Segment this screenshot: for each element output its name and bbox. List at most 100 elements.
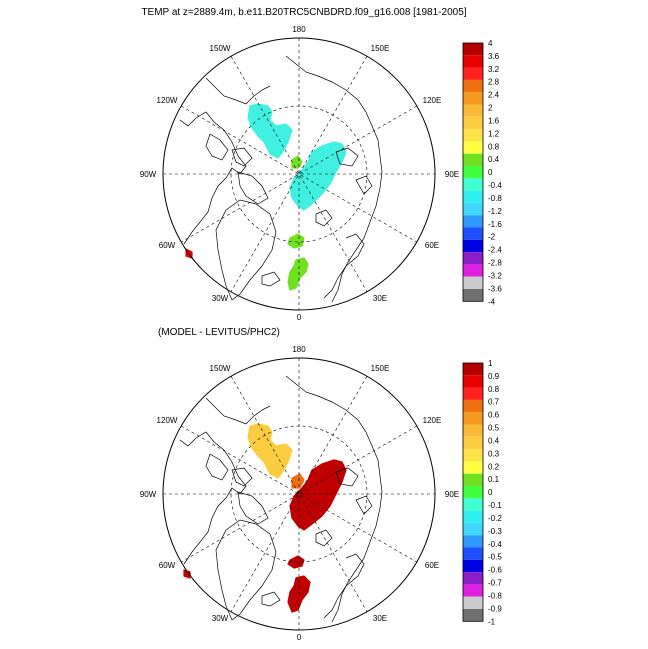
bottom-lon-labels: 180 150E 120E 90E 60E 30E 0 30W 60W 90W … — [140, 345, 459, 642]
top-colorbar-label: -2.4 — [488, 246, 502, 255]
bottom-colorbar-label: 1 — [488, 359, 493, 368]
bottom-colorbar-label: -0.1 — [488, 501, 502, 510]
bottom-lon-label-150e: 150E — [371, 364, 390, 373]
top-colorbar-swatch — [463, 166, 483, 179]
bottom-coastline-archipelago — [205, 453, 269, 525]
bottom-colorbar-label: -0.9 — [488, 604, 502, 613]
top-lon-label-30w: 30W — [212, 294, 229, 303]
top-colorbar-swatch — [463, 79, 483, 93]
bottom-colorbar-label: 0.9 — [488, 372, 500, 381]
top-colorbar-swatch — [463, 215, 483, 228]
bottom-colorbar-swatch — [463, 559, 483, 573]
bottom-colorbar-label: 0 — [488, 488, 493, 497]
top-colorbar-swatch — [463, 239, 483, 253]
bottom-coastline-iceland — [261, 591, 281, 607]
bottom-colorbar-label: 0.3 — [488, 449, 500, 458]
bottom-colorbar-swatch — [463, 486, 483, 499]
top-colorbar-swatch — [463, 178, 483, 191]
bottom-colorbar-swatch — [463, 363, 483, 376]
top-panel: TEMP at z=2889.4m, b.e11.B20TRC5CNBDRD.f… — [140, 7, 503, 322]
bottom-colorbar-swatch — [463, 522, 483, 536]
bottom-colorbar-label: -0.5 — [488, 553, 502, 562]
top-colorbar-label: 2.4 — [488, 91, 500, 100]
top-colorbar: 4 3.6 3.2 2.8 2.4 2 1.6 1.2 0.8 0.4 0 -0.4 -0.8 -1.2 -… — [462, 39, 502, 306]
top-colorbar-label: -3.2 — [488, 272, 502, 281]
top-colorbar-label: -0.4 — [488, 181, 502, 190]
bottom-colorbar-swatch — [463, 449, 483, 462]
top-map — [162, 37, 436, 311]
bottom-map — [162, 357, 436, 631]
top-colorbar-swatch — [463, 67, 483, 80]
top-colorbar-label: 1.2 — [488, 129, 500, 138]
bottom-lon-label-30w: 30W — [212, 614, 229, 623]
bottom-colorbar-swatch — [463, 535, 483, 548]
top-lon-label-120e: 120E — [423, 96, 442, 105]
top-lon-label-60w: 60W — [159, 241, 176, 250]
top-colorbar-swatch — [463, 129, 483, 142]
top-colorbar-swatch — [463, 264, 483, 277]
top-lon-labels: 180 150E 120E 90E 60E 30E 0 30W 60W 90W … — [140, 25, 459, 322]
bottom-colorbar-swatch — [463, 412, 483, 425]
top-colorbar-swatch — [463, 92, 483, 105]
top-field-green-atlantic — [287, 257, 309, 291]
top-colorbar-label: 3.6 — [488, 52, 500, 61]
top-lon-label-30e: 30E — [373, 294, 387, 303]
top-coastline-greenland — [215, 199, 277, 301]
top-colorbar-swatch — [463, 252, 483, 265]
bottom-field-darkred-eurasian — [289, 459, 347, 531]
top-coastline-svalbard — [315, 209, 333, 227]
top-lon-label-180: 180 — [292, 25, 306, 34]
top-lon-label-90e: 90E — [445, 170, 459, 179]
bottom-lon-label-90w: 90W — [140, 490, 157, 499]
bottom-colorbar-label: -0.8 — [488, 592, 502, 601]
top-colorbar-label: -2 — [488, 233, 496, 242]
top-lon-label-60e: 60E — [425, 241, 439, 250]
top-colorbar-swatch — [463, 43, 483, 56]
top-colorbar-label: -1.6 — [488, 220, 502, 229]
bottom-coastline-eurasia — [285, 375, 383, 623]
top-colorbar-label: 1.6 — [488, 117, 500, 126]
bottom-colorbar-swatch — [463, 399, 483, 413]
top-field-green-mid — [287, 233, 305, 249]
bottom-coastline-north-america — [179, 431, 247, 565]
bottom-panel-title: (MODEL - LEVITUS/PHC2) — [158, 327, 280, 338]
top-panel-title: TEMP at z=2889.4m, b.e11.B20TRC5CNBDRD.f… — [141, 7, 466, 18]
bottom-data-fields — [183, 423, 347, 613]
bottom-colorbar-label: -0.2 — [488, 514, 502, 523]
bottom-coastline-svalbard — [315, 529, 333, 547]
top-colorbar-frame — [462, 42, 484, 302]
top-coastline-eurasia — [285, 55, 383, 303]
top-colorbar-label: 0 — [488, 168, 493, 177]
bottom-colorbar-swatch — [463, 375, 483, 388]
top-colorbar-swatch — [463, 202, 483, 216]
bottom-colorbar-swatch — [463, 424, 483, 437]
bottom-coastline-siberian-islands — [335, 467, 373, 515]
bottom-coastline-greenland — [215, 519, 277, 621]
top-lon-label-0: 0 — [297, 313, 302, 322]
top-lon-label-120w: 120W — [157, 96, 178, 105]
bottom-colorbar-label: 0.2 — [488, 462, 500, 471]
top-colorbar-label: -0.8 — [488, 194, 502, 203]
bottom-colorbar-label: -0.3 — [488, 527, 502, 536]
top-colorbar-swatch — [463, 104, 483, 117]
top-graticule — [163, 38, 435, 310]
top-coastline-siberian-islands — [335, 147, 373, 195]
bottom-coastline-scandinavia — [323, 553, 365, 619]
top-colorbar-swatch — [463, 55, 483, 68]
top-field-cyan-eurasian — [289, 141, 347, 211]
bottom-colorbar-swatch — [463, 584, 483, 597]
top-colorbar-label: -3.6 — [488, 284, 502, 293]
top-colorbar-label: 0.8 — [488, 142, 500, 151]
top-colorbar-swatch — [463, 141, 483, 154]
bottom-colorbar-swatch — [463, 436, 483, 450]
top-colorbar-label: 3.2 — [488, 65, 500, 74]
top-lon-label-150w: 150W — [210, 44, 231, 53]
top-coastline-iceland — [261, 271, 281, 287]
bottom-colorbar-swatch — [463, 461, 483, 474]
top-colorbar-swatch — [463, 153, 483, 166]
bottom-colorbar-swatch — [463, 609, 483, 622]
bottom-colorbar-swatch — [463, 510, 483, 523]
bottom-coastline-alaska — [205, 397, 271, 425]
bottom-field-yellow-canada — [247, 423, 293, 479]
